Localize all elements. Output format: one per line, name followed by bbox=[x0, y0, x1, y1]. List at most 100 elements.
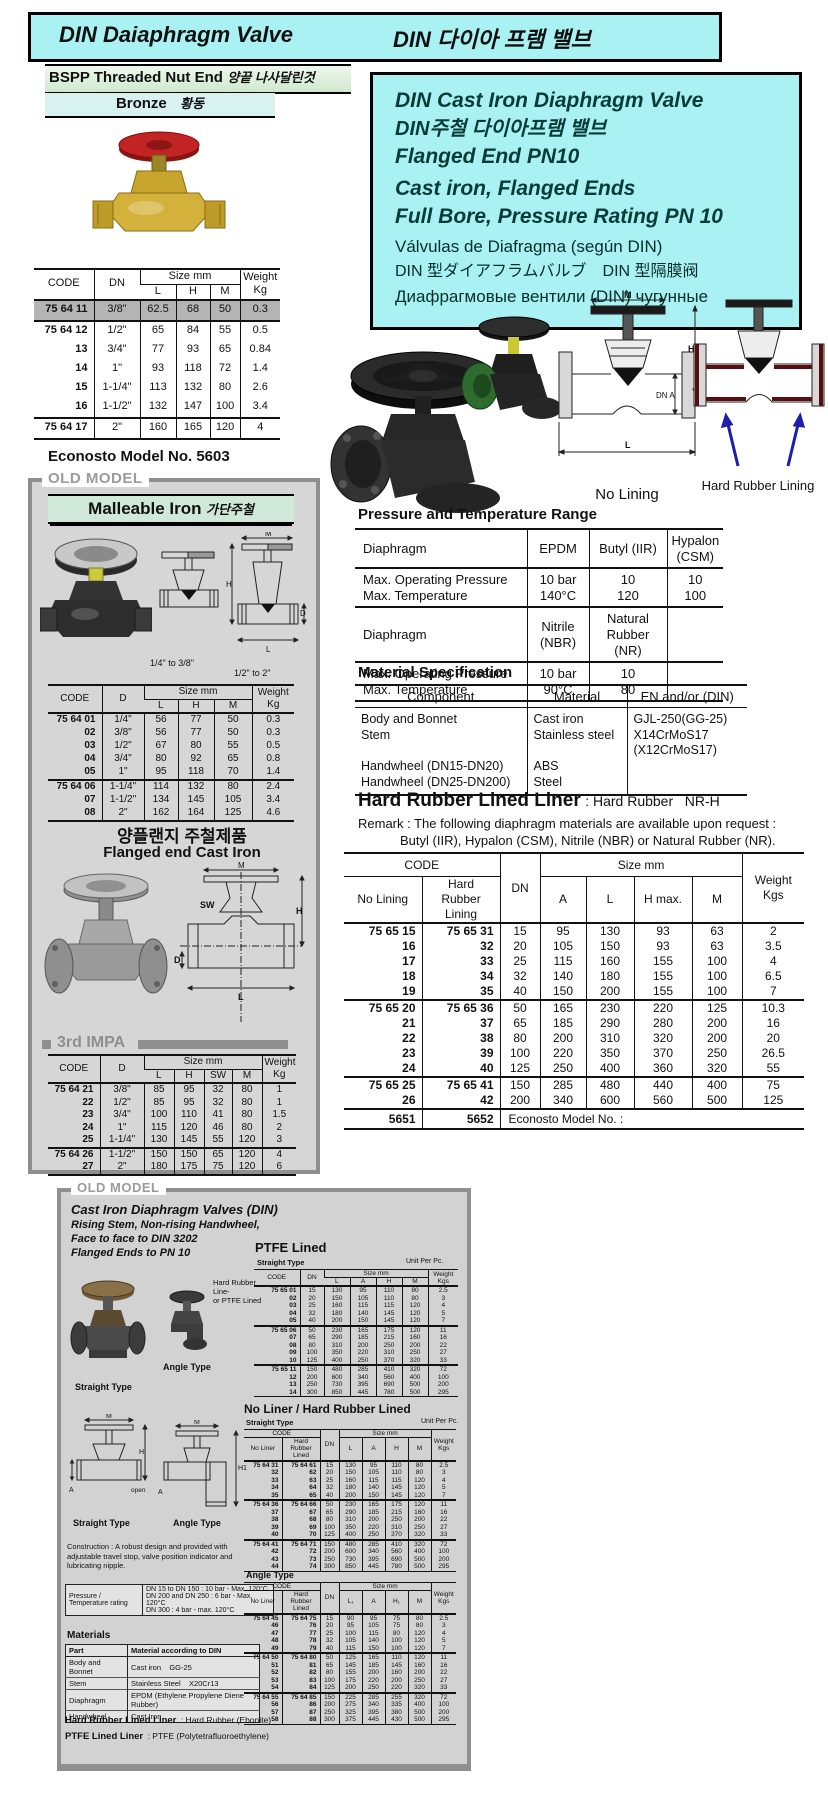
table-cell: 50 bbox=[319, 1499, 339, 1509]
table-row: 40 70 125 400 250 370 320 33 bbox=[244, 1531, 457, 1540]
table-cell: 115 bbox=[338, 1644, 362, 1654]
col-m: M bbox=[401, 1277, 429, 1287]
table-cell: 300 bbox=[319, 1716, 339, 1725]
table-cell: 19 bbox=[402, 984, 416, 998]
col-a: A bbox=[539, 876, 587, 923]
col-weight: Weight Kgs bbox=[430, 1429, 457, 1461]
table-cell: 165 bbox=[361, 1652, 385, 1662]
table-row: 19 35 40 150 200 155 100 7 bbox=[344, 984, 805, 1000]
bronze-header: Bronze 황동 bbox=[45, 93, 275, 118]
table-row: 07 65 290 185 215 160 16 bbox=[254, 1334, 459, 1342]
table-row: 02 20 150 105 110 80 3 bbox=[254, 1294, 459, 1303]
table-cell: 75 64 12 bbox=[34, 319, 94, 341]
malleable-iron-label: Malleable Iron bbox=[88, 499, 202, 518]
table-cell: 185 bbox=[349, 1334, 376, 1342]
table-cell: 125 bbox=[499, 1061, 541, 1077]
material-cell: Cast iron Stainless steel ABS Steel bbox=[526, 707, 627, 796]
table-cell: 17 bbox=[402, 954, 416, 968]
table-cell: 100 bbox=[691, 954, 743, 969]
table-cell: 4 bbox=[741, 954, 805, 969]
table-cell: 78 bbox=[281, 1637, 320, 1645]
table-cell: 105 bbox=[361, 1622, 385, 1630]
table-row: 25 1-1/4" 130 145 55 120 3 bbox=[48, 1134, 297, 1148]
table-cell: Stem bbox=[65, 1677, 128, 1690]
table-cell: 150 bbox=[585, 939, 635, 954]
table-cell: 220 bbox=[384, 1684, 408, 1693]
table-cell: 50 bbox=[499, 999, 541, 1016]
table-cell: 32 bbox=[421, 939, 501, 954]
table-cell: 150 bbox=[319, 1691, 339, 1702]
table-cell: 75 64 50 bbox=[244, 1652, 282, 1662]
material-spec-title: Material Specification bbox=[358, 664, 513, 681]
table-cell: 32 bbox=[203, 1096, 232, 1109]
table-cell: 320 bbox=[401, 1356, 429, 1366]
table-cell: 130 bbox=[143, 1134, 174, 1148]
table-cell: 250 bbox=[319, 1555, 339, 1564]
pt-rating-line: DN 200 and DN 250 : 6 bar - Max. 120°C bbox=[146, 1593, 253, 1607]
pt-rating-label: Pressure / Temperature rating bbox=[69, 1593, 128, 1607]
table-cell: 75 64 17 bbox=[34, 416, 94, 439]
table-cell: 400 bbox=[323, 1356, 350, 1366]
table-cell: 120 bbox=[209, 416, 241, 439]
table-row: 23 3/4" 100 110 41 80 1.5 bbox=[48, 1109, 297, 1122]
table-cell: 21 bbox=[402, 1016, 416, 1030]
table-cell: 76 bbox=[281, 1622, 320, 1630]
table-cell: 75 64 80 bbox=[281, 1652, 320, 1662]
col-hard-rubber-lined: Hard Rubber Lined bbox=[281, 1590, 320, 1614]
product-castiron-line: Cast iron, Flanged Ends bbox=[395, 177, 636, 200]
table-cell: 80 bbox=[231, 1109, 263, 1122]
table-cell: 1.4 bbox=[251, 766, 295, 780]
table-cell: 12 bbox=[289, 1373, 297, 1381]
angle-valve-photo bbox=[169, 1290, 207, 1350]
table-cell: 10 bar 140°C bbox=[526, 567, 589, 608]
table-cell: 55 bbox=[741, 1061, 805, 1077]
table-row: 58 88 300 375 445 430 500 295 bbox=[244, 1716, 457, 1725]
table-cell: 95 bbox=[338, 1622, 362, 1630]
table-cell: 14 bbox=[75, 362, 88, 375]
table-cell: 1/2" bbox=[99, 1096, 144, 1109]
table-cell: 2.5 bbox=[430, 1460, 457, 1470]
table-cell: 115 bbox=[361, 1629, 385, 1638]
table-cell: 84 bbox=[175, 319, 210, 341]
table-cell: 120 bbox=[407, 1652, 432, 1662]
table-cell: 500 bbox=[401, 1381, 429, 1389]
table-cell: 120 bbox=[401, 1324, 429, 1335]
table-cell: 82 bbox=[281, 1669, 320, 1677]
table-cell: 200 bbox=[349, 1341, 376, 1350]
table-cell: 39 bbox=[271, 1523, 279, 1531]
hard-rubber-liner-title: Hard Rubber Lined Liner bbox=[358, 790, 581, 811]
table-cell: 225 bbox=[338, 1691, 362, 1702]
straight-type-drawing: M H open A bbox=[69, 1414, 148, 1494]
table-cell: 110 bbox=[173, 1109, 204, 1122]
table-cell: 95 bbox=[539, 923, 587, 939]
col-d: D bbox=[101, 685, 144, 713]
ptfe-lined-title: PTFE Lined bbox=[255, 1240, 327, 1255]
table-row: 23 39 100 220 350 370 250 26.5 bbox=[344, 1046, 805, 1061]
table-cell: 0.5 bbox=[251, 740, 295, 753]
table-cell: 47 bbox=[271, 1629, 279, 1637]
table-row: Diaphragm Nitrile (NBR) Natural Rubber (NR… bbox=[355, 606, 723, 663]
table-cell: 145 bbox=[177, 794, 214, 807]
product-fullbore-line: Full Bore, Pressure Rating PN 10 bbox=[395, 205, 723, 228]
svg-text:H1: H1 bbox=[238, 1465, 247, 1472]
table-cell: 1" bbox=[99, 1121, 144, 1134]
table-cell: 77 bbox=[177, 727, 214, 740]
table-row: 22 38 80 200 310 320 200 20 bbox=[344, 1031, 805, 1046]
table-cell: 65 bbox=[499, 1016, 541, 1031]
table-cell: 65 bbox=[203, 1146, 232, 1161]
table-cell: 4.6 bbox=[251, 807, 295, 821]
small-size-caption: 1/4" to 3/8" bbox=[150, 658, 194, 668]
table-cell: 200 bbox=[691, 1016, 743, 1031]
malleable-small-drawing bbox=[159, 551, 219, 608]
table-cell: 4 bbox=[427, 1302, 459, 1310]
table-cell: 370 bbox=[633, 1046, 693, 1061]
table-cell: 77 bbox=[281, 1629, 320, 1638]
table-cell: 75 64 55 bbox=[244, 1691, 282, 1702]
col-h1: H₁ bbox=[384, 1590, 408, 1614]
table-cell: 175 bbox=[173, 1161, 204, 1175]
table-cell: 370 bbox=[375, 1356, 402, 1366]
table-cell: 320 bbox=[407, 1691, 432, 1702]
table-cell: 20 bbox=[319, 1622, 339, 1630]
table-cell: 95 bbox=[143, 766, 178, 780]
table-row: 04 32 180 140 145 120 5 bbox=[254, 1309, 459, 1318]
